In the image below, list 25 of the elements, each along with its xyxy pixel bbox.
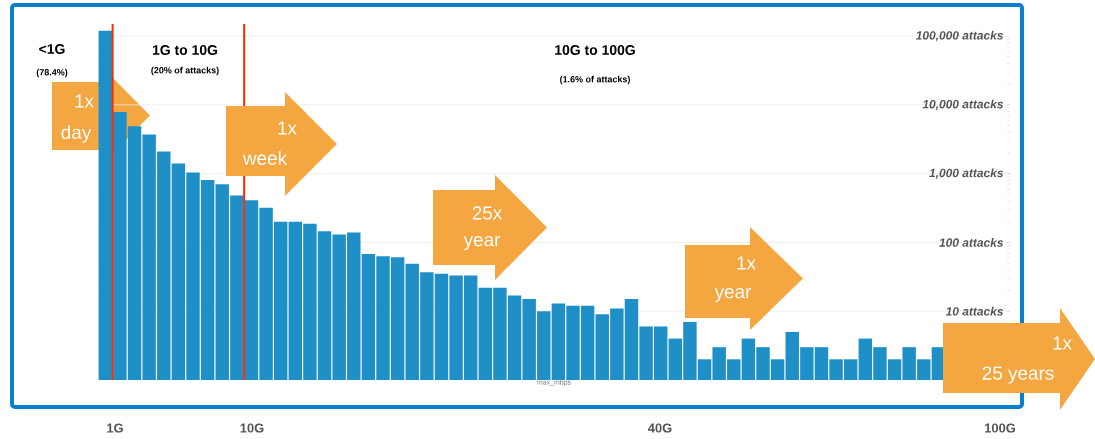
y-tick-label: 100,000 attacks — [915, 30, 1004, 42]
text: 40G — [647, 423, 672, 433]
annotation: week — [242, 151, 288, 165]
y-tick-label: 100 attacks — [939, 238, 1004, 247]
annotation: (1.6% of attacks) — [560, 75, 630, 85]
annotation: 1x — [737, 256, 756, 270]
y-tick-label: 10,000 attacks — [922, 99, 1004, 111]
text: (78.4%) — [36, 68, 68, 78]
annotation: 10G to 100G — [555, 45, 635, 55]
y-tick-label: 10 attacks — [945, 306, 1004, 316]
annotation: year — [463, 235, 501, 251]
y-tick-label: 1,000 attacks — [929, 168, 1004, 179]
text: 100G — [984, 423, 1016, 433]
text: 10G — [240, 423, 264, 433]
annotation: 1x — [278, 121, 297, 135]
text: <1G — [39, 44, 65, 54]
text: day — [61, 125, 92, 143]
annotation: 25x — [472, 206, 503, 220]
text: 1x — [75, 94, 94, 108]
text: 1x — [1053, 336, 1072, 350]
annotation: (20% of attacks) — [151, 66, 219, 76]
annotation: year — [714, 287, 752, 303]
annotation: 25 years — [982, 366, 1054, 384]
annotation: 1G to 10G — [152, 45, 218, 55]
text: 1G — [107, 423, 123, 433]
